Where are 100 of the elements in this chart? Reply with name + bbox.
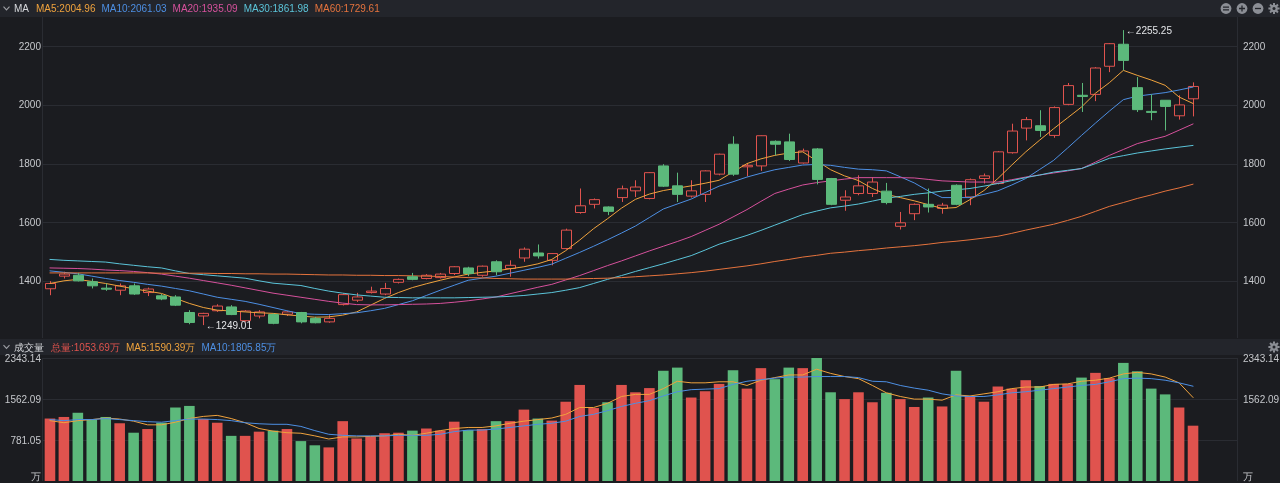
candlestick (393, 277, 404, 284)
bar (1062, 383, 1073, 481)
candlestick (352, 292, 363, 303)
bar (867, 402, 878, 481)
bar (950, 370, 962, 481)
candlestick (1146, 93, 1157, 121)
candlestick (923, 187, 934, 214)
bar (644, 388, 655, 481)
y2-tick-label: 1800 (1243, 158, 1266, 170)
y2-tick-label: 2000 (1243, 99, 1266, 111)
bar (323, 447, 335, 481)
text: MA60:1729.61 (314, 3, 381, 14)
candlestick (366, 286, 377, 294)
bar (44, 418, 56, 481)
bar (351, 438, 362, 481)
y-tick-label: 781.05 (10, 434, 42, 446)
bar (532, 418, 544, 481)
bar (713, 383, 725, 481)
candlestick (407, 272, 418, 281)
candlestick (853, 174, 864, 196)
candlestick (1035, 109, 1046, 138)
bar (574, 384, 585, 481)
y-tick-label: 2000 (18, 99, 42, 111)
bar (198, 419, 209, 481)
bar (658, 370, 669, 481)
bar (407, 430, 418, 481)
bar (100, 416, 112, 481)
candlestick (45, 280, 56, 296)
line-series (49, 376, 1194, 437)
y-tick-label: 1562.09 (4, 393, 42, 405)
bar (839, 399, 850, 481)
chart-title: 成交量 (14, 341, 44, 353)
bar (421, 428, 432, 481)
line-series (49, 368, 1194, 440)
y2-axis-title: 万 (1243, 470, 1253, 482)
candlestick (170, 294, 181, 307)
y2-tick-label: 1562.09 (1243, 393, 1280, 405)
bar (1034, 385, 1045, 481)
text: MA10:1805.85万 (201, 341, 277, 353)
bar (253, 431, 265, 481)
candlestick (1021, 116, 1032, 141)
bar (602, 402, 613, 481)
bar (630, 392, 641, 481)
candlestick (449, 265, 460, 276)
y-tick-label: 1400 (18, 275, 42, 287)
candlestick (101, 282, 112, 292)
candlestick (686, 179, 697, 199)
candlestick (226, 304, 237, 316)
line-series (49, 183, 1194, 280)
annotation: ←2255.25 (1125, 24, 1173, 36)
candlestick (1160, 99, 1171, 131)
bar (184, 405, 195, 481)
bar (936, 406, 948, 481)
text: 总量:1053.69万 (50, 341, 120, 353)
bar (964, 395, 976, 481)
bar (476, 429, 488, 481)
bar (769, 379, 781, 481)
y-tick-label: 2343.14 (4, 352, 42, 364)
bar (1090, 372, 1101, 481)
candlestick (310, 316, 321, 324)
bar (741, 388, 753, 481)
bar (783, 367, 795, 481)
candlestick (73, 272, 84, 282)
bar (225, 435, 237, 481)
bar (58, 416, 70, 481)
candlestick (156, 293, 167, 301)
bar (1104, 378, 1115, 481)
candlestick (881, 182, 892, 205)
bar (560, 401, 572, 481)
candlestick (840, 189, 851, 212)
bar (142, 429, 153, 481)
candlestick (380, 282, 391, 296)
bar (518, 409, 530, 481)
bar (895, 399, 906, 481)
bar (267, 430, 279, 481)
bar (588, 408, 599, 481)
text: MA10:2061.03 (101, 3, 167, 14)
bar (727, 370, 739, 481)
bar (881, 392, 892, 481)
candlestick (1104, 42, 1115, 73)
candlestick (575, 187, 586, 215)
y-axis-title: 万 (31, 470, 41, 482)
bar (992, 386, 1004, 481)
candlestick (1174, 94, 1185, 121)
bar (908, 406, 920, 481)
candlestick (812, 147, 823, 185)
bar (448, 421, 460, 481)
candlestick (491, 259, 502, 276)
bar (128, 432, 139, 481)
bar (1173, 407, 1185, 481)
line-series (49, 144, 1194, 299)
text: MA20:1935.09 (172, 3, 239, 14)
bar (281, 429, 293, 481)
bar (170, 407, 181, 481)
bar (393, 432, 404, 481)
bar (295, 441, 307, 481)
bar (978, 401, 990, 481)
y2-tick-label: 1400 (1243, 275, 1266, 287)
candlestick (895, 211, 906, 231)
candlestick (1118, 29, 1129, 71)
